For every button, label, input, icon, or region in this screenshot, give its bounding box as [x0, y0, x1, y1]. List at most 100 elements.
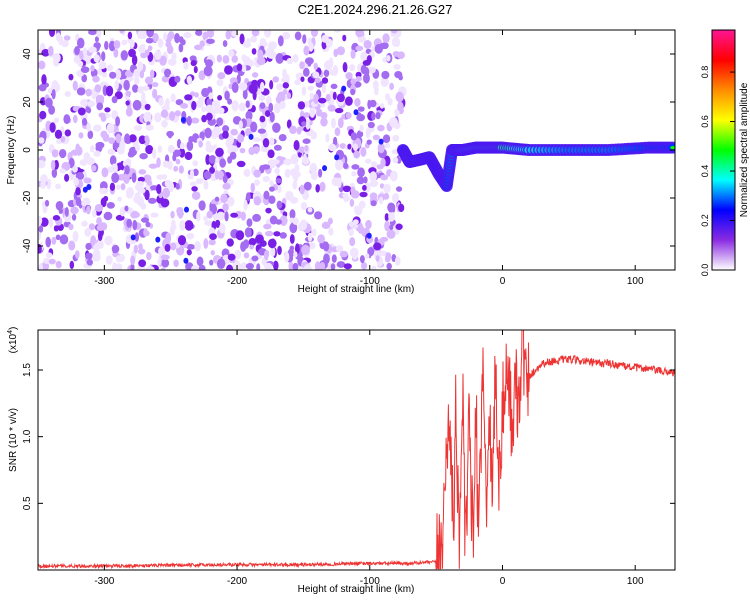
- spectrogram-cell: [244, 227, 252, 238]
- spectrogram-cell: [173, 165, 179, 172]
- spectrogram-cell: [174, 75, 181, 83]
- spectrogram-cell: [245, 100, 250, 109]
- spectrogram-cell: [362, 184, 367, 191]
- spectrogram-cell: [204, 220, 214, 226]
- spectrogram-cell: [343, 263, 352, 270]
- spectrogram-cell: [48, 30, 56, 38]
- spectrogram-cell: [282, 31, 291, 40]
- spectrogram-cell: [345, 96, 353, 106]
- spectrogram-cell: [214, 219, 221, 229]
- spectrogram-cell: [147, 45, 153, 51]
- spectrogram-cell: [288, 261, 294, 270]
- spectrogram-cell: [100, 115, 107, 122]
- spectrogram-cell: [300, 219, 308, 231]
- spectrogram-cell: [81, 117, 88, 126]
- spectrogram-cell: [245, 192, 251, 202]
- spectrogram-cell: [384, 213, 389, 222]
- spectrogram-cell: [227, 253, 236, 261]
- spectrogram-cell: [59, 168, 66, 174]
- spectrogram-cell: [320, 112, 328, 119]
- spectrogram-cell: [49, 217, 54, 228]
- figure-title: C2E1.2024.296.21.26.G27: [298, 2, 453, 17]
- spectrogram-cell: [208, 154, 217, 164]
- spectrogram-cell: [301, 86, 307, 96]
- colorbar-tick-label: 0.6: [700, 115, 710, 128]
- spectrogram-cell: [369, 192, 378, 200]
- spectrogram-cell: [191, 186, 198, 192]
- spectrogram-cell: [170, 210, 175, 219]
- spectrogram-cell: [255, 234, 264, 244]
- spectrogram-cell: [272, 122, 281, 133]
- spectrogram-cell: [369, 99, 377, 108]
- spectrogram-cell: [114, 79, 119, 90]
- spectrogram-cell: [183, 257, 189, 264]
- spectrogram-cell: [248, 83, 258, 94]
- spectrogram-cell: [133, 76, 140, 85]
- snr-x-ticks: -300 -200 -100 0 100: [94, 330, 644, 587]
- snr-series-line: [38, 330, 675, 570]
- spectrogram-cell: [106, 64, 114, 72]
- spectrogram-cell: [331, 254, 337, 263]
- spectrogram-cell: [138, 135, 147, 145]
- spectrogram-cell: [217, 72, 226, 80]
- spectrogram-cell: [156, 157, 161, 168]
- spectrogram-cell: [275, 178, 282, 184]
- spectrogram-cell: [276, 200, 283, 209]
- spectrogram-cell: [75, 196, 82, 207]
- spectrogram-cell: [393, 64, 401, 70]
- spectrogram-cell: [206, 30, 215, 38]
- spectrogram-cell: [146, 30, 154, 38]
- spectrogram-cell: [86, 259, 94, 266]
- spectrogram-cell: [214, 196, 220, 202]
- spectrogram-cell: [82, 186, 88, 193]
- spectrogram-cell: [72, 165, 78, 173]
- spectrogram-cell: [70, 206, 79, 215]
- spectrogram-cell: [305, 121, 310, 130]
- spectrogram-cell: [370, 200, 377, 207]
- spectrogram-cell: [121, 39, 128, 46]
- spectrogram-cell: [75, 172, 85, 181]
- spectrogram-cell: [106, 122, 115, 134]
- spectrogram-cell: [338, 117, 344, 129]
- spectrogram-cell: [325, 133, 330, 143]
- spectrogram-cell: [201, 114, 207, 123]
- spectrogram-cell: [196, 211, 201, 222]
- spectrogram-cell: [76, 87, 86, 96]
- spectrogram-cell: [215, 147, 224, 158]
- spectrogram-cell: [304, 145, 309, 152]
- spectrogram-cell: [222, 174, 228, 184]
- spectrogram-cell: [162, 160, 170, 168]
- spectrogram-cell: [388, 211, 395, 222]
- spectrogram-cell: [254, 179, 260, 186]
- spectrogram-cell: [120, 50, 128, 61]
- spectrogram-cell: [203, 215, 208, 222]
- spectrogram-y-ticks: -40 -20 0 20 40: [22, 48, 675, 253]
- spectrogram-cell: [160, 109, 169, 118]
- spectrogram-cell: [334, 154, 340, 161]
- spectrogram-cell: [364, 158, 372, 164]
- spectrogram-cell: [81, 220, 88, 227]
- spectrogram-cell: [241, 262, 247, 269]
- spectrogram-cell: [350, 78, 357, 85]
- spectrogram-cell: [342, 193, 349, 199]
- spectrogram-cell: [392, 134, 400, 142]
- spectrogram-cell: [119, 30, 125, 34]
- spectrogram-cell: [317, 234, 325, 244]
- spectrogram-cell: [320, 117, 328, 127]
- spectrogram-cell: [236, 160, 246, 168]
- spectrogram-cell: [77, 37, 85, 49]
- spectrogram-cell: [139, 152, 148, 160]
- spectrogram-cell: [198, 70, 206, 81]
- spectrogram-cell: [38, 215, 43, 226]
- spectrogram-cell: [145, 266, 155, 270]
- spectrogram-cell: [353, 205, 361, 211]
- spectrogram-cell: [63, 35, 71, 41]
- spectrogram-cell: [282, 68, 287, 79]
- spectrogram-cell: [336, 93, 345, 103]
- spectrogram-cell: [272, 76, 280, 83]
- spectrogram-cell: [364, 67, 370, 78]
- spectrogram-cell: [236, 63, 243, 72]
- spectrogram-cell: [137, 176, 145, 183]
- spectrogram-cell: [151, 82, 159, 88]
